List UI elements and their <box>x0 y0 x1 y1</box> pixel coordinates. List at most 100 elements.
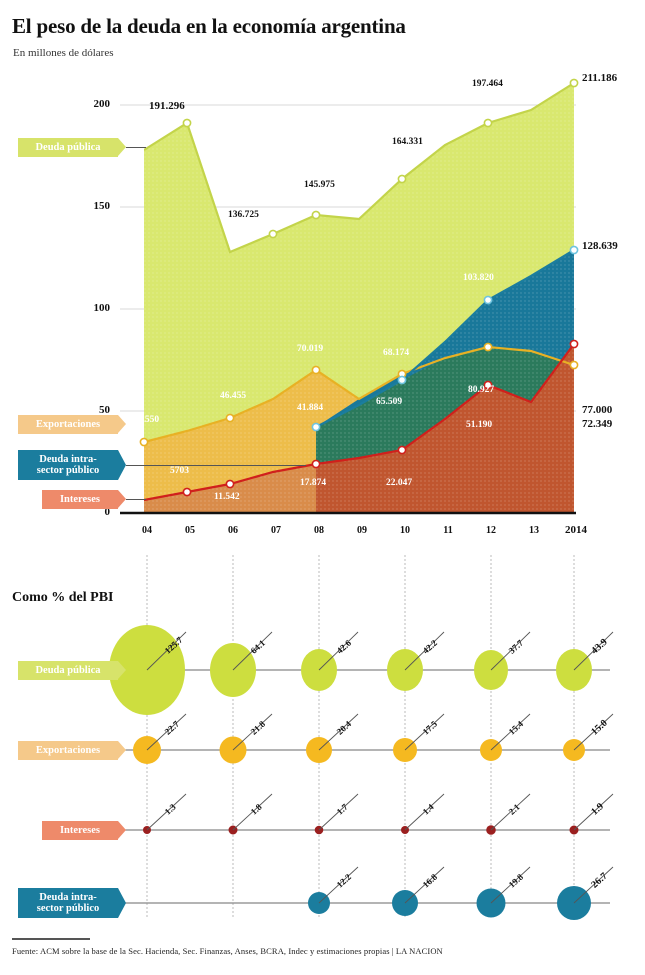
x-tick-04: 04 <box>142 525 152 536</box>
value-deuda-intra-10: 65.509 <box>376 397 403 407</box>
marker-intereses-06 <box>225 479 235 489</box>
pbi-legend-deuda-publica-label: Deuda pública <box>35 664 101 676</box>
value-intereses-08: 17.874 <box>300 478 327 488</box>
legend-deuda-publica[interactable]: Deuda pública <box>18 138 126 157</box>
pbi-legend-intereses[interactable]: Intereses <box>42 821 126 840</box>
leader-lines-intereses <box>146 793 614 831</box>
leader-lines-exportaciones <box>146 713 614 751</box>
marker-intereses-04 <box>182 487 192 497</box>
legend-exportaciones[interactable]: Exportaciones <box>18 415 126 434</box>
value-intereses-2014: 77.000 <box>582 404 613 416</box>
value-deuda-intra-2014: 128.639 <box>582 240 618 252</box>
pbi-legend-exportaciones[interactable]: Exportaciones <box>18 741 126 760</box>
marker-intereses-2014 <box>569 339 579 349</box>
legend-intereses-label: Intereses <box>59 493 101 505</box>
pbi-legend-intereses-label: Intereses <box>59 824 101 836</box>
line-exportaciones <box>144 345 575 444</box>
value-exportaciones-12: 80.927 <box>468 385 495 395</box>
source-credit: Fuente: ACM sobre la base de la Sec. Hac… <box>12 946 443 956</box>
pbi-bubble-chart: Deuda pública Exportaciones Intereses De… <box>0 525 645 935</box>
x-tick-08: 08 <box>314 525 324 536</box>
datapoint-markers <box>139 78 579 497</box>
marker-intereses-12 <box>483 380 493 390</box>
pbi-row-baselines <box>120 669 610 904</box>
value-deuda-intra-08: 41.884 <box>297 403 324 413</box>
pbi-legend-deuda-intra-label-1: Deuda intra- <box>39 891 97 903</box>
pbi-legend-deuda-intra[interactable]: Deuda intra- sector público <box>18 888 126 918</box>
leader-deuda-publica <box>126 147 146 148</box>
value-exportaciones-2014: 72.349 <box>582 418 613 430</box>
x-tick-11: 11 <box>443 525 453 536</box>
value-intereses-10: 22.047 <box>386 478 413 488</box>
marker-deuda-intra-12 <box>483 295 493 305</box>
legend-deuda-intra-label-1: Deuda intra- <box>39 453 97 465</box>
y-tick-50: 50 <box>99 404 110 416</box>
legend-deuda-intra-label-2: sector público <box>36 465 100 476</box>
x-tick-06: 06 <box>228 525 238 536</box>
top-area-chart: 200 150 100 50 0 Deuda pública Exportaci… <box>0 60 645 530</box>
value-exportaciones-08: 70.019 <box>297 344 324 354</box>
marker-deuda-publica-05 <box>182 118 192 128</box>
pbi-legend-deuda-publica[interactable]: Deuda pública <box>18 661 126 680</box>
x-tick-07: 07 <box>271 525 281 536</box>
value-deuda-publica-07: 136.725 <box>228 210 259 220</box>
marker-deuda-publica-2014 <box>569 78 579 88</box>
legend-intereses[interactable]: Intereses <box>42 490 126 509</box>
legend-deuda-intra[interactable]: Deuda intra- sector público <box>18 450 126 480</box>
marker-deuda-publica-08 <box>311 210 321 220</box>
value-intereses-04: 5703 <box>170 466 189 476</box>
pbi-legend-exportaciones-label: Exportaciones <box>35 744 101 756</box>
marker-exportaciones-08 <box>311 365 321 375</box>
marker-intereses-08 <box>311 459 321 469</box>
x-tick-2014: 2014 <box>565 524 587 536</box>
y-tick-0: 0 <box>104 506 111 518</box>
leader-lines-deuda-intra <box>318 866 614 904</box>
x-tick-13: 13 <box>529 525 539 536</box>
footer-rule <box>12 938 90 940</box>
pbi-legend-deuda-intra-label-2: sector público <box>36 903 100 914</box>
y-tick-150: 150 <box>93 200 111 212</box>
legend-exportaciones-label: Exportaciones <box>35 418 101 430</box>
marker-deuda-publica-07 <box>268 229 278 239</box>
marker-deuda-publica-10 <box>397 174 407 184</box>
marker-exportaciones-12 <box>483 342 493 352</box>
line-deuda-intra <box>315 249 575 428</box>
page-subtitle: En millones de dólares <box>13 47 114 59</box>
value-deuda-publica-05: 191.296 <box>149 100 185 112</box>
value-exportaciones-06: 46.455 <box>220 391 247 401</box>
value-deuda-publica-10: 164.331 <box>392 137 423 147</box>
x-tick-05: 05 <box>185 525 195 536</box>
pbi-vertical-guides <box>146 555 575 917</box>
x-tick-10: 10 <box>400 525 410 536</box>
value-deuda-intra-12: 103.820 <box>463 273 494 283</box>
leader-intereses <box>126 499 146 500</box>
line-intereses <box>144 343 575 502</box>
marker-deuda-intra-08 <box>311 422 321 432</box>
marker-intereses-10 <box>397 445 407 455</box>
marker-deuda-publica-12 <box>483 118 493 128</box>
value-exportaciones-10: 68.174 <box>383 348 410 358</box>
value-deuda-publica-12: 197.464 <box>472 79 503 89</box>
line-deuda-publica <box>144 82 575 254</box>
marker-exportaciones-06 <box>225 413 235 423</box>
x-tick-12: 12 <box>486 525 496 536</box>
leader-lines-deuda-publica <box>146 631 614 671</box>
pbi-section-title: Como % del PBI <box>12 590 114 605</box>
pbi-chart-svg <box>109 555 614 920</box>
marker-exportaciones-2014 <box>569 360 579 370</box>
legend-deuda-publica-label: Deuda pública <box>35 141 101 153</box>
marker-exportaciones-04 <box>139 437 149 447</box>
value-exportaciones-04: 34.550 <box>133 415 160 425</box>
top-chart-svg <box>120 78 579 515</box>
value-intereses-06: 11.542 <box>214 492 240 502</box>
leader-deuda-intra <box>126 465 306 466</box>
marker-deuda-intra-2014 <box>569 245 579 255</box>
value-deuda-publica-08: 145.975 <box>304 180 335 190</box>
marker-deuda-intra-10 <box>397 375 407 385</box>
page-title: El peso de la deuda en la economía argen… <box>12 14 406 38</box>
y-tick-200: 200 <box>93 98 111 110</box>
value-intereses-12: 51.190 <box>466 420 493 430</box>
x-tick-09: 09 <box>357 525 367 536</box>
value-deuda-publica-2014: 211.186 <box>582 72 618 84</box>
